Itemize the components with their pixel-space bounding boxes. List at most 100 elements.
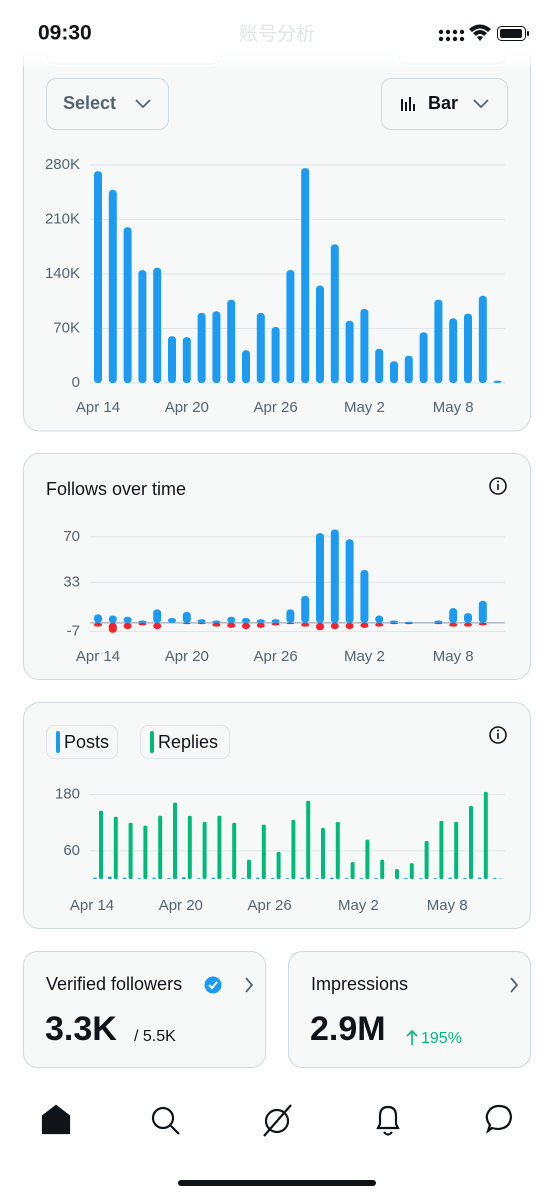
bar: [197, 622, 206, 625]
y-tick-label: 0: [72, 374, 80, 391]
bar: [344, 878, 349, 879]
bar: [404, 622, 413, 625]
home-icon[interactable]: [41, 1104, 71, 1135]
x-tick-label: May 8: [433, 648, 474, 665]
bar: [330, 622, 339, 630]
info-icon[interactable]: [489, 726, 507, 744]
bar: [345, 320, 354, 383]
bar: [137, 878, 142, 879]
bar: [316, 622, 324, 631]
bar: [316, 533, 324, 623]
up-arrow: [406, 1029, 418, 1045]
card-total: / 5.5K: [134, 1028, 176, 1045]
bar: [301, 595, 310, 623]
bar: [350, 862, 355, 879]
bar: [212, 311, 221, 383]
bar: [330, 244, 339, 383]
bar: [128, 822, 133, 879]
legend-item[interactable]: [46, 725, 118, 759]
x-tick-label: Apr 26: [253, 399, 297, 416]
bar: [360, 570, 369, 623]
verified-followers-card[interactable]: [23, 951, 266, 1068]
bar: [390, 361, 398, 383]
bar: [94, 614, 102, 623]
bar: [153, 622, 162, 630]
bar: [449, 608, 458, 623]
x-tick-label: Apr 26: [247, 897, 291, 914]
x-tick-label: Apr 26: [253, 648, 297, 665]
bar: [242, 618, 250, 623]
chart-type-dropdown[interactable]: [381, 78, 508, 130]
bar: [187, 815, 192, 879]
bar: [449, 622, 458, 627]
search-icon[interactable]: [151, 1106, 180, 1135]
bar: [464, 613, 472, 623]
bar: [196, 878, 201, 879]
bar: [197, 312, 206, 383]
legend-item[interactable]: [140, 725, 230, 759]
verified-badge: [204, 976, 222, 994]
bar: [464, 622, 472, 627]
messages-icon[interactable]: [485, 1104, 513, 1134]
impressions-card[interactable]: [288, 951, 531, 1068]
status-icons: [438, 24, 529, 42]
notifications-icon[interactable]: [376, 1105, 400, 1136]
bar: [271, 326, 280, 383]
x-tick-label: May 8: [427, 897, 468, 914]
bar: [168, 618, 176, 623]
bar: [158, 815, 163, 879]
x-tick-label: Apr 20: [159, 897, 203, 914]
bar: [270, 878, 275, 879]
bar: [409, 863, 414, 879]
bar: [464, 313, 472, 383]
bar: [380, 859, 385, 879]
bar: [433, 878, 438, 879]
bar: [434, 620, 443, 623]
x-tick-label: Apr 14: [76, 648, 120, 665]
bar: [375, 622, 384, 627]
bar: [181, 877, 186, 879]
bar: [329, 877, 334, 879]
bar: [153, 267, 162, 383]
bar: [227, 622, 236, 628]
bar: [123, 227, 132, 383]
bar: [330, 529, 339, 623]
chevron-icon: [135, 99, 151, 109]
bar: [395, 869, 399, 879]
bar: [300, 877, 305, 879]
bar: [256, 312, 265, 383]
bar: [403, 878, 408, 879]
bar: [286, 270, 295, 383]
bar: [167, 878, 171, 879]
bar: [483, 791, 488, 879]
bar: [202, 821, 207, 879]
card-value: 3.3K: [45, 1010, 117, 1048]
bar: [138, 270, 147, 383]
bar: [232, 822, 237, 879]
card-title: Verified followers: [46, 974, 182, 994]
legend-swatch: [150, 731, 154, 753]
bar: [286, 609, 295, 623]
bar: [375, 348, 384, 383]
bar: [306, 800, 311, 879]
filter-dropdown[interactable]: [46, 78, 169, 130]
bar: [286, 622, 295, 625]
bar: [113, 816, 118, 879]
grok-icon[interactable]: [263, 1104, 292, 1137]
bar: [478, 295, 487, 383]
card-value: 2.9M: [310, 1010, 386, 1048]
bar: [182, 337, 191, 383]
y-tick-label: 33: [63, 573, 80, 590]
legend-label: Posts: [64, 732, 109, 752]
bar: [448, 877, 453, 879]
bar: [276, 851, 281, 879]
bar: [241, 878, 245, 879]
y-tick-label: 140K: [45, 265, 80, 282]
y-tick-label: -7: [67, 623, 80, 640]
bar: [454, 821, 459, 879]
bar: [321, 827, 325, 879]
bar: [345, 539, 354, 623]
bar: [390, 622, 398, 625]
info-icon[interactable]: [489, 477, 507, 495]
